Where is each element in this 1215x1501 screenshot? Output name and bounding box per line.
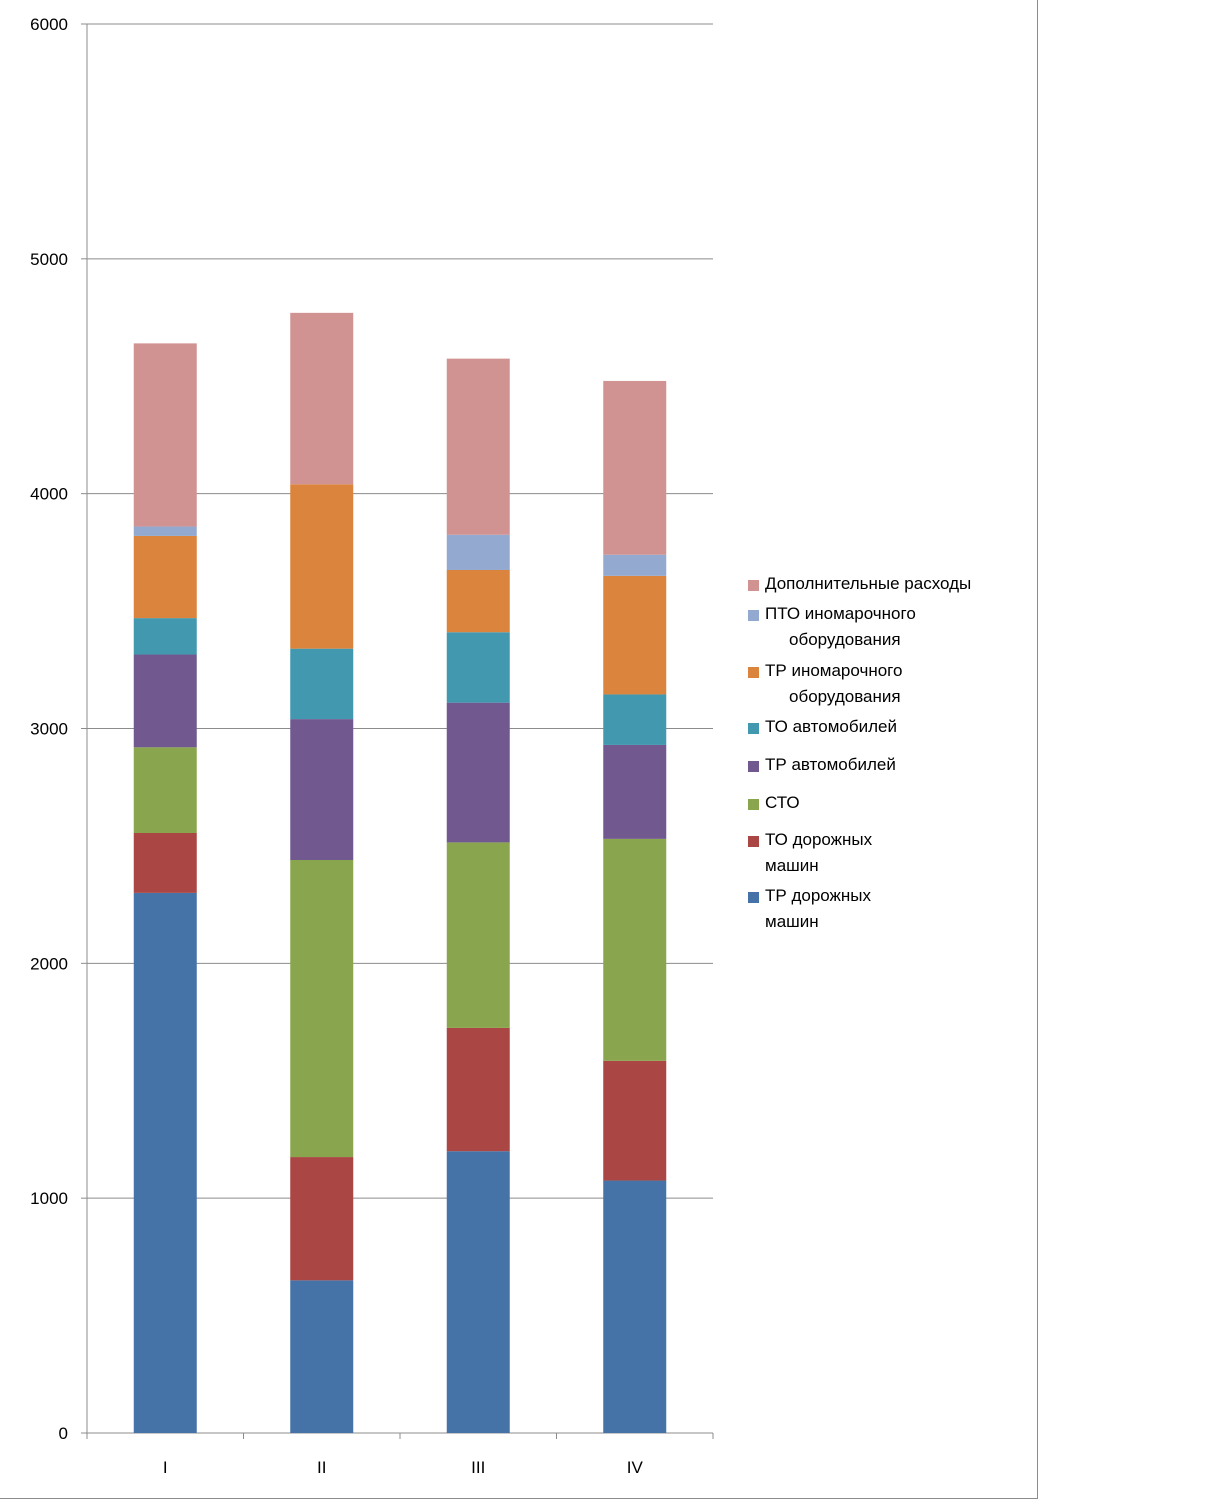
y-tick-label: 5000 [30,250,68,269]
legend-item: ТО дорожных машин [748,830,872,879]
legend-label-line: оборудования [789,630,901,649]
bar-segment [603,380,667,555]
legend-swatch [748,892,759,903]
legend-label-line: оборудования [789,687,901,706]
bar-segment [446,842,510,1028]
bar-segment [133,654,197,748]
bar-segment [133,833,197,893]
bar-segment [290,312,354,485]
legend-label-line: ПТО иномарочного [765,604,916,623]
legend-label: ТО автомобилей [765,714,897,740]
legend-label-line: ТР дорожных [765,886,872,905]
bar-segment [603,838,667,1061]
bar-segment [133,892,197,1433]
legend-item: ТР автомобилей [748,755,896,778]
legend-swatch [748,799,759,810]
bar-segment [290,1280,354,1433]
bar-segment [446,1151,510,1433]
bar-segment [133,526,197,536]
legend-swatch [748,610,759,621]
legend-label-line: машин [765,912,819,931]
legend-label: ТР иномарочного оборудования [765,658,902,710]
bar-segment [446,1027,510,1152]
bar-segment [603,575,667,695]
bar-segment [446,358,510,535]
legend-label-line: машин [765,856,819,875]
legend-label: ТР автомобилей [765,752,896,778]
legend-swatch [748,761,759,772]
bar-segment [133,343,197,527]
legend-label-line: Дополнительные расходы [765,574,972,593]
bar-segment [446,534,510,570]
x-tick-label: II [317,1458,326,1477]
bar-segment [290,860,354,1158]
bar-segment [290,648,354,720]
bar-segment [603,554,667,576]
chart-frame: 0 1000 2000 3000 4000 5000 6000 I II III IV Дополн… [0,0,1038,1499]
legend-item: ПТО иномарочного оборудования [748,604,916,653]
legend-label-line: ТО дорожных [765,830,873,849]
legend-label: ТО дорожных машин [765,827,872,879]
legend-label: СТО [765,790,800,816]
legend-item: СТО [748,793,800,816]
y-tick-label: 3000 [30,720,68,739]
bar-segment [133,618,197,655]
legend-item: ТО автомобилей [748,717,897,740]
x-tick-label: I [163,1458,168,1477]
bar-segment [290,1157,354,1281]
bar-segment [603,1060,667,1181]
bar-segment [290,719,354,861]
y-tick-label: 1000 [30,1189,68,1208]
legend-swatch [748,580,759,591]
y-tick-label: 0 [59,1424,68,1443]
legend-item: ТР иномарочного оборудования [748,661,902,710]
legend-swatch [748,667,759,678]
legend-swatch [748,723,759,734]
bar-segment [133,535,197,619]
bar-segment [446,569,510,633]
legend-label: ТР дорожных машин [765,883,871,935]
bar-segment [603,744,667,839]
y-tick-label: 2000 [30,954,68,973]
bar-segment [603,694,667,745]
bar-segment [133,747,197,834]
legend-label-line: СТО [765,793,800,812]
x-tick-label: III [471,1458,485,1477]
legend-label: Дополнительные расходы [765,571,971,597]
legend-label-line: ТО автомобилей [765,717,897,736]
bar-segment [446,702,510,843]
bar-segment [446,632,510,703]
y-tick-label: 4000 [30,485,68,504]
legend-item: ТР дорожных машин [748,886,871,935]
legend-label-line: ТР иномарочного [765,661,903,680]
bar-segment [603,1180,667,1433]
x-tick-label: IV [627,1458,644,1477]
bar-segment [290,484,354,649]
legend-item: Дополнительные расходы [748,574,971,597]
y-tick-label: 6000 [30,15,68,34]
legend-swatch [748,836,759,847]
legend-label: ПТО иномарочного оборудования [765,601,916,653]
legend-label-line: ТР автомобилей [765,755,896,774]
